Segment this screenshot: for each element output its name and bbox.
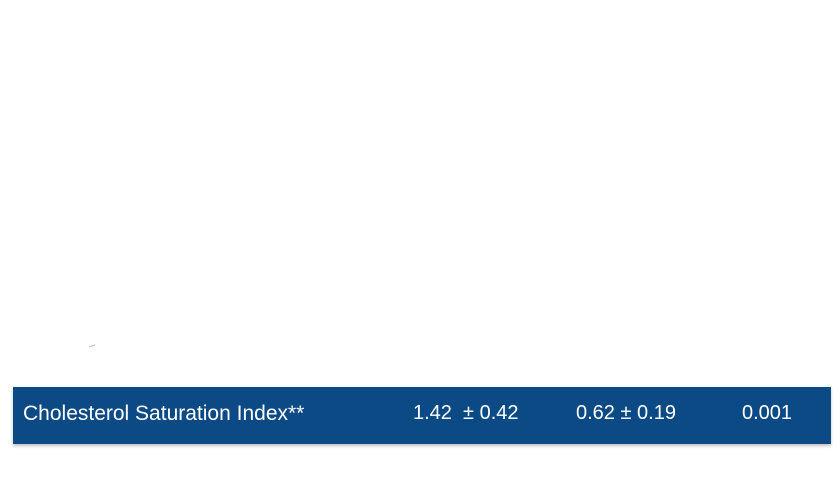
p-value: 0.001: [742, 402, 793, 424]
table-row: Cholesterol Saturation Index** 1.42 ± 0.…: [13, 387, 831, 444]
row-label: Cholesterol Saturation Index**: [23, 402, 305, 425]
stray-mark-icon: [89, 344, 95, 347]
group-1-value: 1.42 ± 0.42: [413, 402, 519, 424]
group-2-value: 0.62 ± 0.19: [576, 402, 676, 424]
